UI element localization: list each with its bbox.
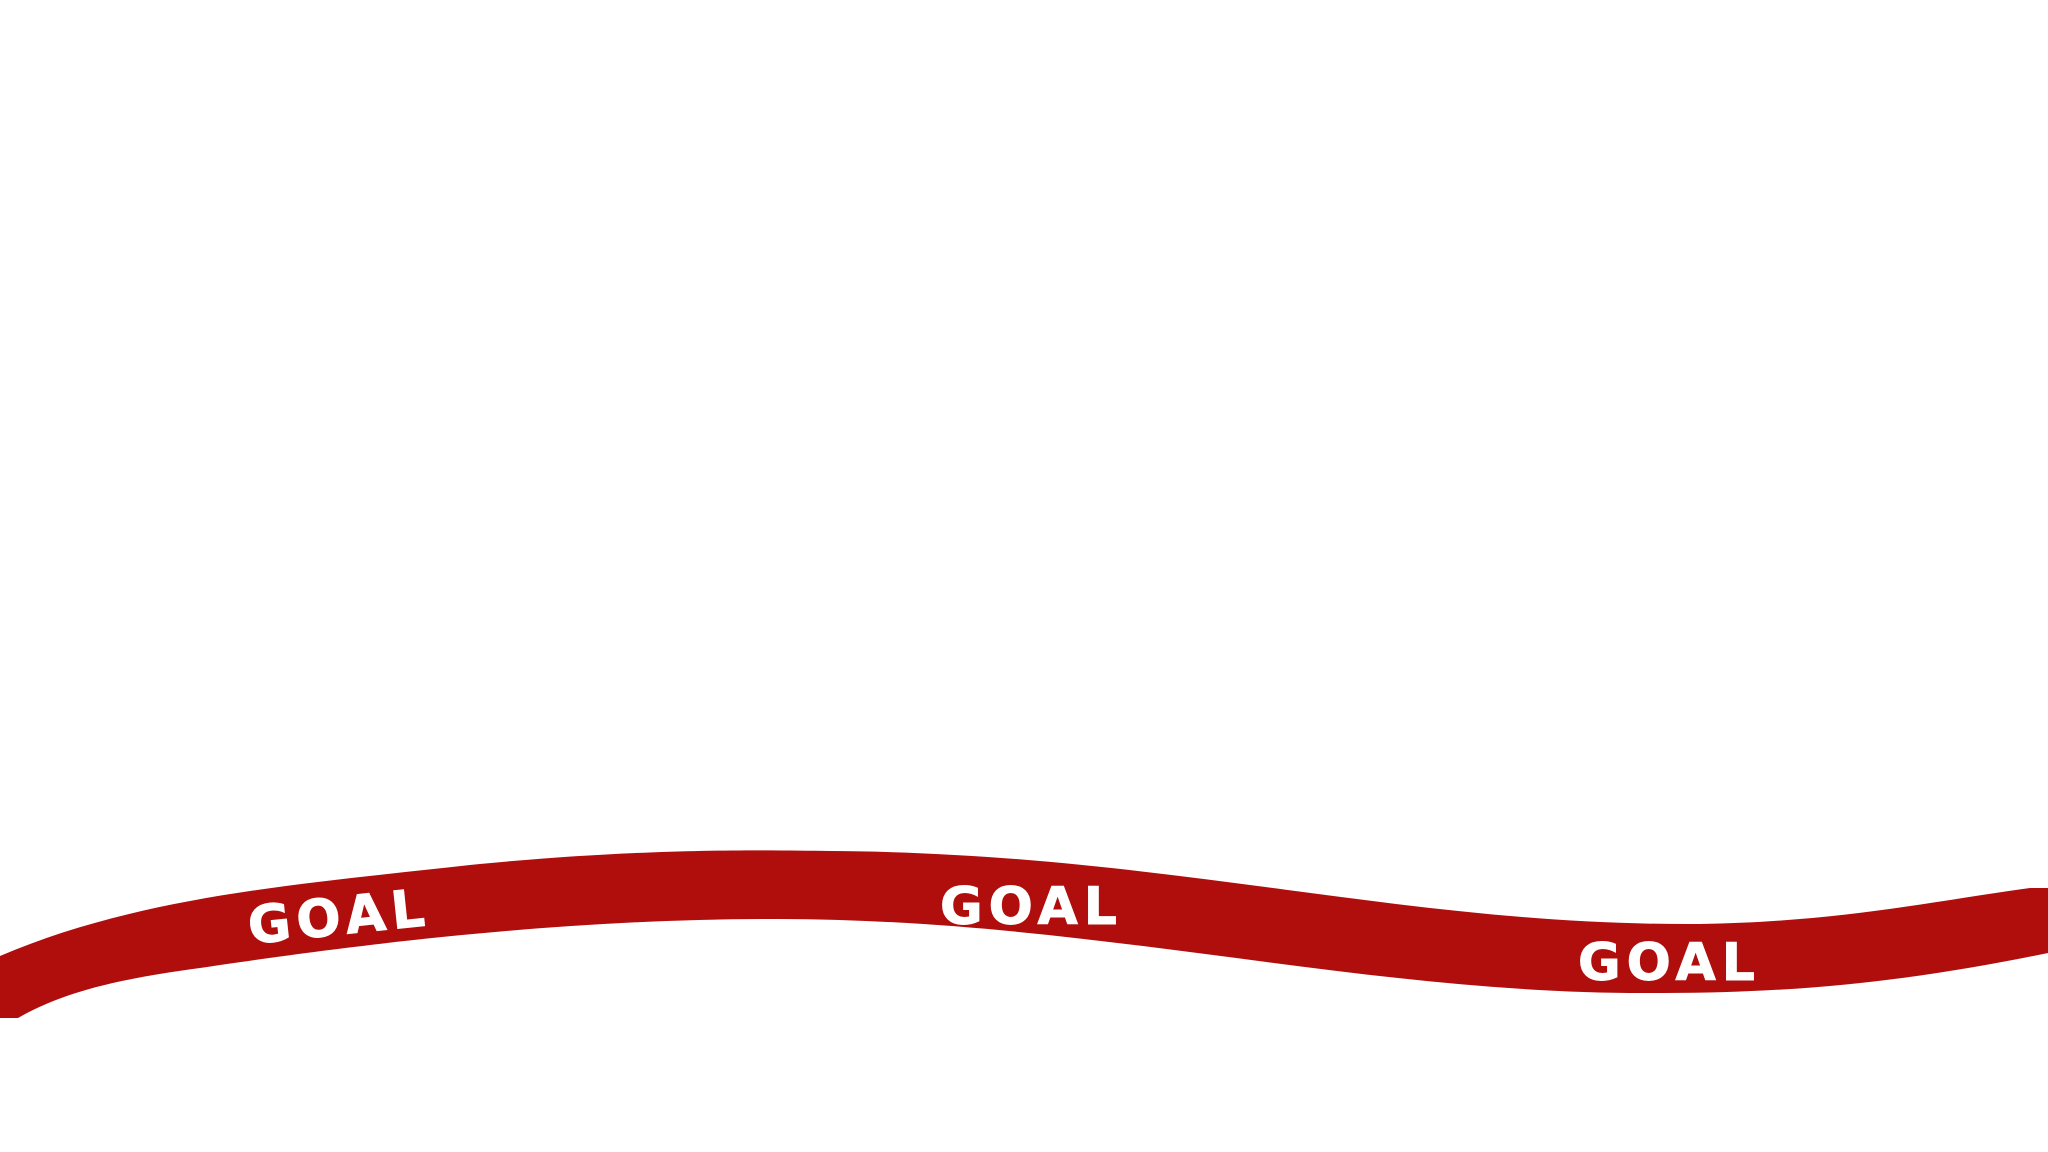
banner-label-right: GOAL [1578,933,1761,993]
banner-label-center: GOAL [940,877,1123,937]
ribbon-banner [0,850,2048,1018]
